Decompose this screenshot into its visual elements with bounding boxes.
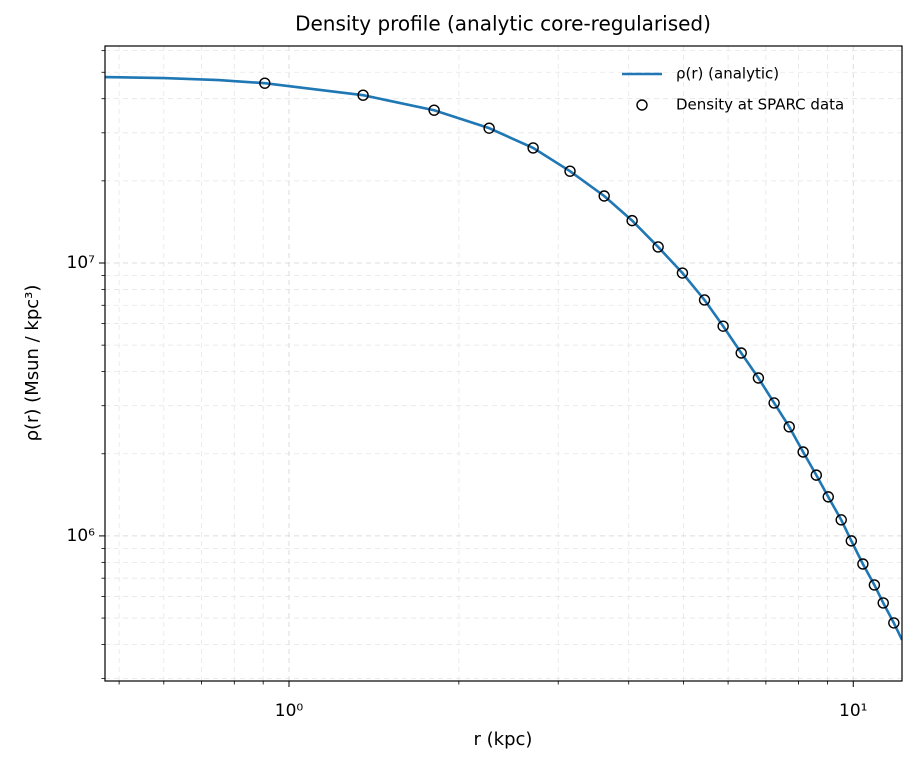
marker xyxy=(259,77,271,89)
legend-swatch xyxy=(636,99,648,111)
marker xyxy=(797,446,809,458)
marker xyxy=(483,122,495,134)
marker xyxy=(783,421,795,433)
marker xyxy=(845,535,858,547)
marker xyxy=(868,579,881,591)
legend-label: ρ(r) (analytic) xyxy=(676,65,779,83)
chart-title: Density profile (analytic core-regularis… xyxy=(295,12,711,36)
plot-area xyxy=(105,75,902,641)
y-axis-label: ρ(r) (Msun / kpc³) xyxy=(22,285,43,442)
plot-frame xyxy=(104,45,903,682)
marker xyxy=(626,214,638,227)
marker xyxy=(717,320,729,332)
y-tick-label: 10⁶ xyxy=(67,526,96,546)
x-tick-label: 10⁰ xyxy=(275,701,304,721)
marker xyxy=(676,267,689,279)
marker xyxy=(877,597,889,609)
line xyxy=(105,75,902,641)
marker xyxy=(598,190,610,202)
legend-label: Density at SPARC data xyxy=(676,96,844,114)
marker xyxy=(527,142,539,154)
x-axis-label: r (kpc) xyxy=(474,729,533,750)
marker xyxy=(822,491,834,503)
marker xyxy=(768,397,780,409)
marker xyxy=(810,469,823,481)
marker xyxy=(857,558,869,570)
marker xyxy=(735,347,747,359)
marker xyxy=(698,294,711,306)
marker xyxy=(752,372,765,384)
marker xyxy=(888,617,900,629)
x-tick-label: 10¹ xyxy=(839,701,867,721)
marker xyxy=(428,104,440,116)
marker xyxy=(564,165,576,177)
marker xyxy=(835,514,847,526)
marker xyxy=(652,241,664,253)
marker xyxy=(357,89,369,101)
y-tick-label: 10⁷ xyxy=(67,253,96,273)
